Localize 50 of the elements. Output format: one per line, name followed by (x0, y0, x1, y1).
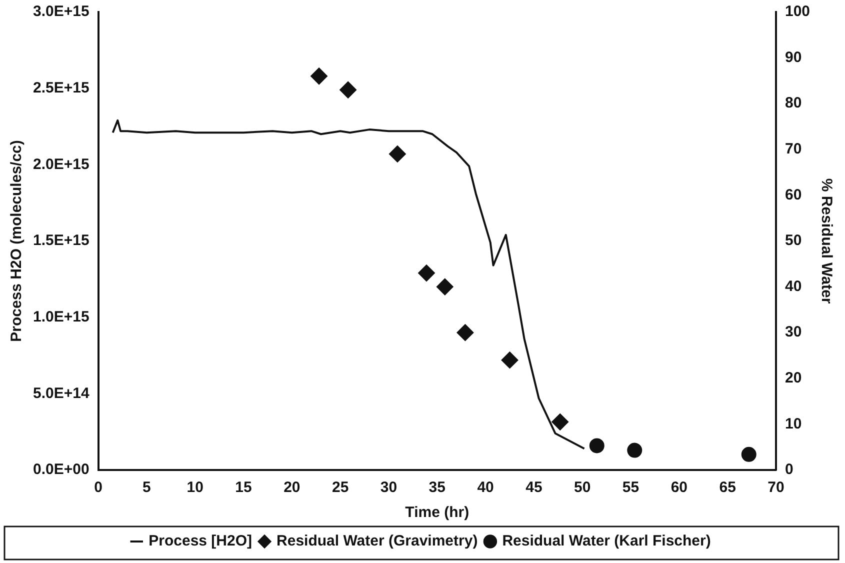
legend-label: Residual Water (Karl Fischer) (502, 532, 711, 550)
point (388, 145, 406, 162)
x-axis-title: Time (hr) (405, 504, 470, 522)
point (589, 438, 604, 454)
y-tick-label: 1.0E+15 (32, 308, 90, 326)
y-axis-title: Process H2O (molecules/cc) (8, 140, 26, 342)
point (501, 352, 518, 369)
y2-tick-label: 80 (784, 94, 802, 112)
y2-axis-title: % Residual Water (818, 178, 835, 304)
x-tick-label: 55 (622, 479, 640, 496)
point (552, 413, 569, 430)
y-tick-label: 0.0E+00 (32, 461, 90, 478)
x-tick-label: 0 (94, 479, 102, 496)
y2-tick-label: 0 (784, 461, 794, 478)
y-tick-label: 2.0E+15 (32, 156, 90, 173)
x-tick-label: 70 (768, 479, 784, 496)
x-tick-label: 50 (574, 479, 591, 496)
point (418, 264, 435, 282)
y2-tick-label: 90 (784, 48, 802, 66)
x-tick-label: 45 (526, 479, 542, 496)
x-tick-label: 20 (284, 479, 300, 496)
legend-label: Process [H2O] (148, 532, 252, 550)
x-tick-label: 40 (477, 479, 494, 496)
point (456, 324, 474, 342)
x-tick-label: 15 (235, 479, 252, 496)
y2-tick-label: 70 (784, 140, 802, 158)
point (340, 81, 357, 98)
point (436, 278, 454, 296)
y2-tick-label: 20 (784, 370, 802, 387)
y2-tick-label: 40 (784, 278, 802, 295)
y2-tick-label: 60 (784, 186, 802, 204)
x-tick-label: 65 (719, 479, 736, 496)
legend-label: Residual Water (Gravimetry) (276, 532, 478, 550)
x-tick-label: 5 (142, 479, 151, 496)
y-tick-label: 2.5E+15 (32, 79, 90, 96)
y-tick-label: 1.5E+15 (32, 232, 90, 250)
point (627, 442, 642, 458)
x-tick-label: 10 (186, 479, 204, 496)
x-tick-label: 30 (380, 479, 398, 496)
x-tick-label: 60 (670, 479, 688, 496)
y2-tick-label: 50 (784, 232, 802, 250)
y2-tick-label: 30 (784, 324, 802, 341)
point (741, 446, 756, 462)
point (310, 68, 328, 85)
y2-tick-label: 100 (784, 3, 810, 20)
y-tick-label: 5.0E+14 (32, 384, 90, 402)
y-tick-label: 3.0E+15 (32, 3, 90, 20)
y2-tick-label: 10 (784, 415, 802, 432)
x-tick-label: 25 (332, 479, 349, 496)
x-tick-label: 35 (428, 479, 446, 496)
